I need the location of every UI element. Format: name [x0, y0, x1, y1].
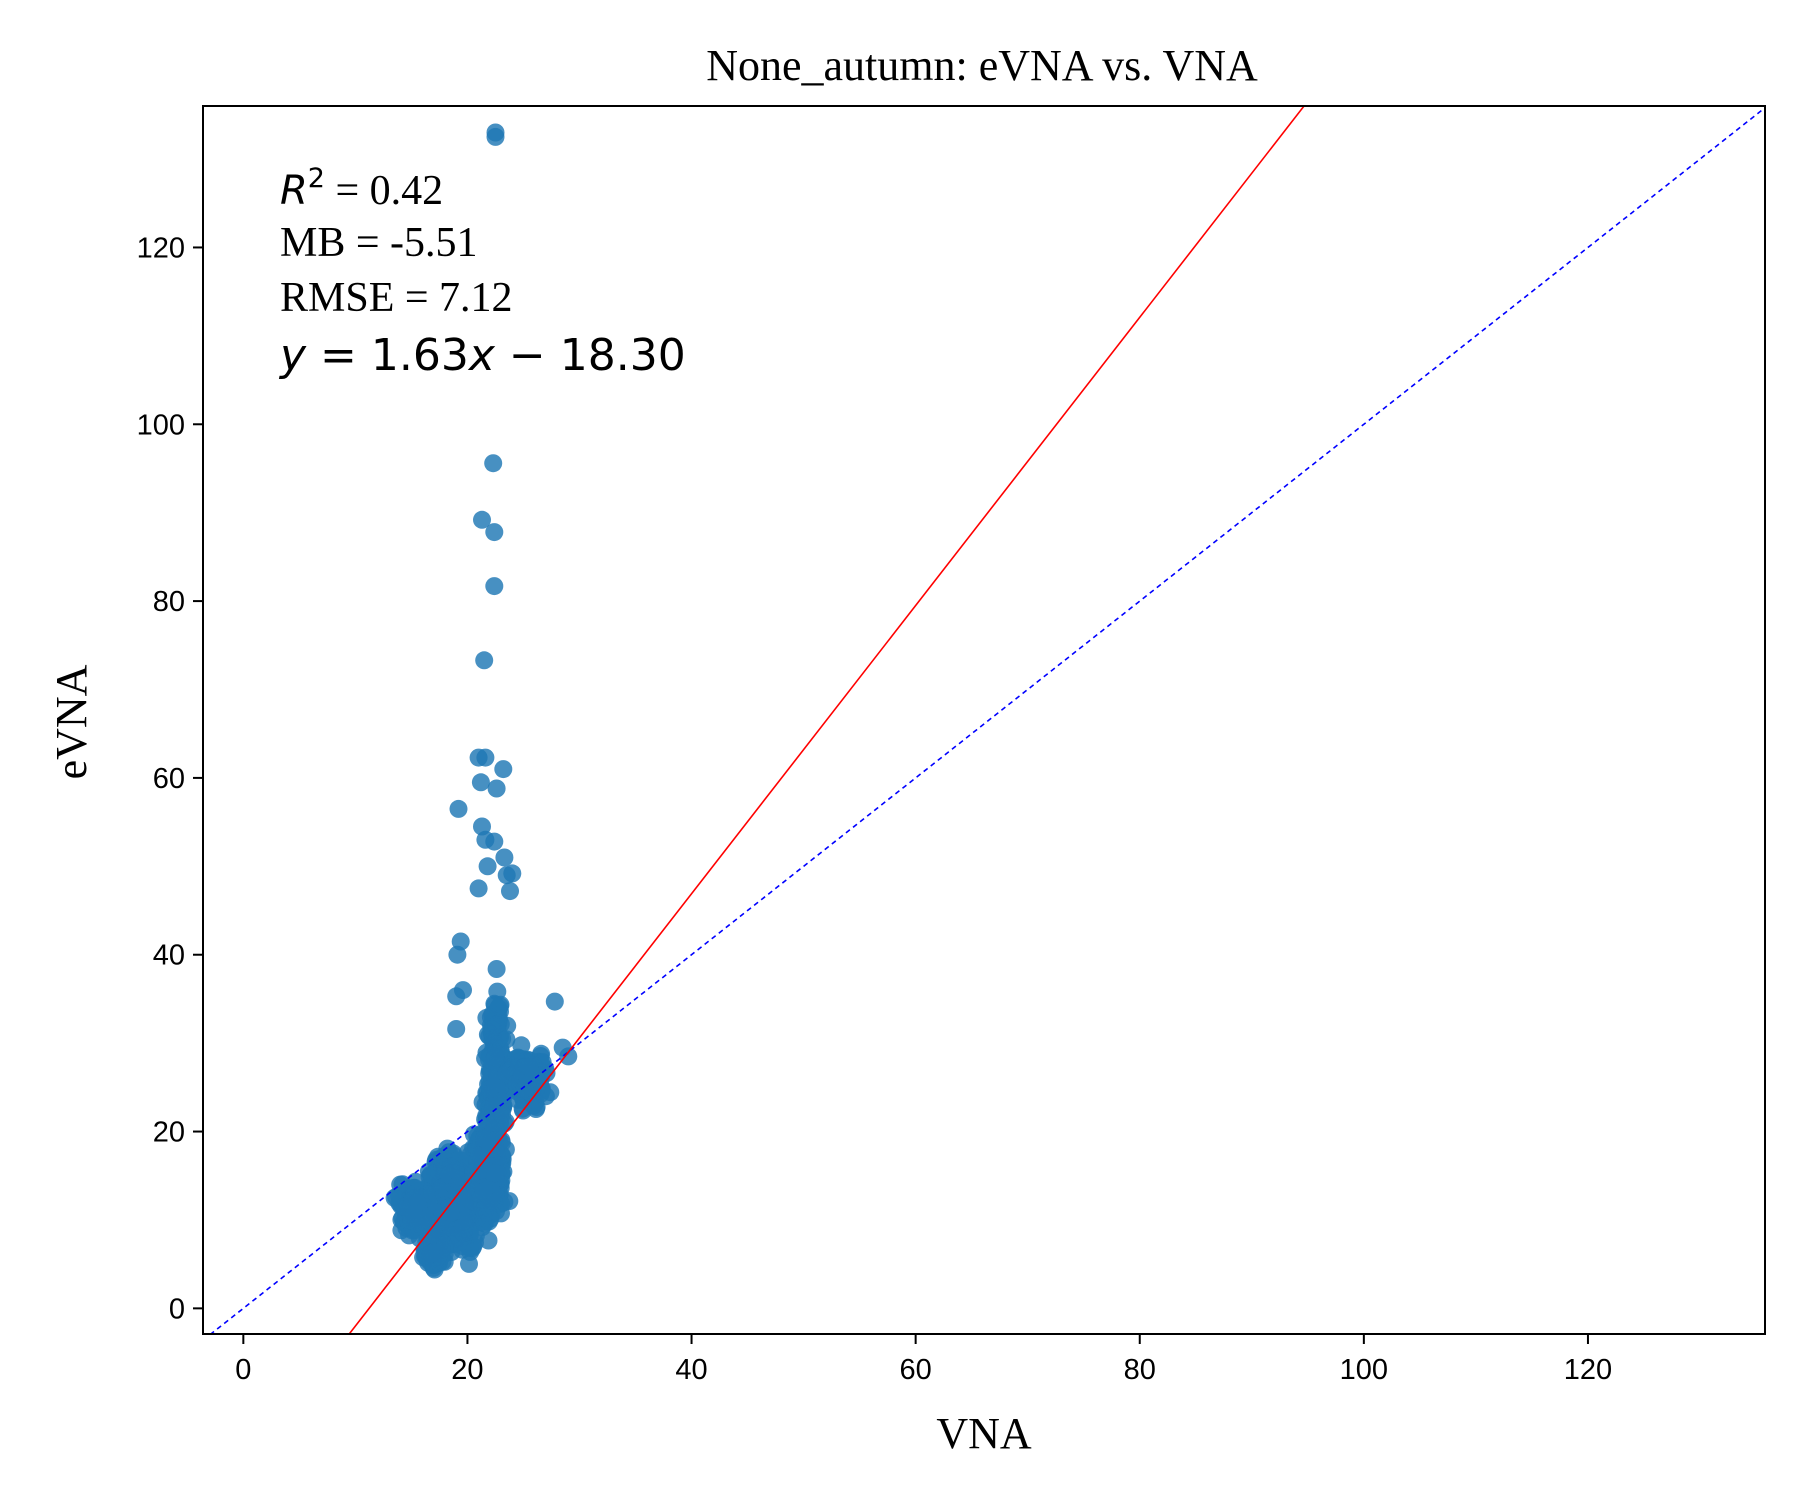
data-point: [447, 1020, 466, 1038]
data-point: [421, 1244, 440, 1263]
data-point: [487, 960, 506, 978]
data-point: [559, 1047, 578, 1066]
x-tick-label: 100: [1340, 1354, 1388, 1386]
data-point: [449, 799, 468, 818]
r2-value: = 0.42: [325, 168, 443, 214]
data-point: [479, 1198, 498, 1217]
x-tick-label: 80: [1124, 1354, 1156, 1386]
r2-superscript: 2: [308, 163, 325, 194]
scatter-points: [385, 123, 578, 1279]
data-point: [486, 1047, 505, 1066]
data-point: [485, 994, 504, 1013]
data-point: [494, 760, 513, 779]
data-point: [476, 748, 495, 767]
data-point: [475, 651, 494, 670]
data-point: [493, 1105, 511, 1124]
chart-title: None_autumn: eVNA vs. VNA: [706, 41, 1258, 90]
y-tick-label: 60: [153, 763, 185, 795]
r2-symbol: R: [280, 168, 308, 214]
data-point: [485, 523, 504, 542]
data-point: [422, 1226, 441, 1245]
data-point: [497, 1030, 516, 1049]
y-tick-label: 20: [153, 1117, 185, 1149]
equation-x: x: [467, 330, 496, 381]
data-point: [405, 1204, 423, 1223]
data-point: [503, 864, 522, 883]
identity-line: [209, 107, 1765, 1334]
x-axis-ticks: 0 20 40 60 80 100 120: [235, 1334, 1612, 1386]
plot-frame: [202, 105, 1766, 1335]
reference-lines: [209, 106, 1765, 1334]
r2-annotation: R2 = 0.42: [280, 163, 443, 214]
data-point: [478, 857, 497, 876]
data-point: [453, 1240, 472, 1259]
mb-annotation: MB = -5.51: [280, 220, 478, 266]
y-axis-ticks: 0 20 40 60 80 100 120: [137, 232, 203, 1325]
data-point: [448, 945, 467, 964]
equation-intercept: − 18.30: [495, 330, 686, 381]
rmse-annotation: RMSE = 7.12: [280, 275, 513, 321]
regression-line: [348, 106, 1306, 1334]
equation-slope: = 1.63: [306, 330, 469, 381]
x-tick-label: 0: [235, 1354, 251, 1386]
data-point: [391, 1175, 410, 1194]
data-point: [485, 832, 504, 851]
fit-equation: y = 1.63x − 18.30: [278, 330, 686, 381]
data-point: [447, 987, 466, 1006]
x-tick-label: 40: [675, 1354, 707, 1386]
data-point: [484, 454, 503, 473]
data-point: [421, 1165, 440, 1184]
y-tick-label: 80: [153, 586, 185, 618]
data-point: [486, 1164, 504, 1183]
x-tick-label: 120: [1564, 1354, 1612, 1386]
data-point: [481, 1132, 500, 1151]
data-point: [486, 123, 505, 142]
stats-annotation: R2 = 0.42 MB = -5.51 RMSE = 7.12 y = 1.6…: [278, 163, 686, 381]
data-point: [485, 577, 504, 596]
data-point: [473, 510, 491, 529]
x-tick-label: 20: [451, 1354, 483, 1386]
y-axis-label: eVNA: [47, 664, 96, 779]
data-point: [501, 882, 519, 901]
data-point: [474, 1182, 493, 1201]
data-point: [520, 1058, 539, 1077]
data-point: [471, 773, 490, 792]
data-point: [460, 1254, 478, 1273]
data-point: [479, 1231, 498, 1250]
y-tick-label: 100: [137, 409, 185, 441]
data-point: [446, 1161, 465, 1180]
x-axis-label: VNA: [936, 1409, 1032, 1458]
data-point: [545, 992, 564, 1011]
y-tick-label: 40: [153, 940, 185, 972]
x-tick-label: 60: [900, 1354, 932, 1386]
data-point: [495, 848, 514, 867]
data-point: [487, 779, 506, 798]
y-tick-label: 0: [169, 1293, 185, 1325]
data-point: [536, 1087, 555, 1106]
y-tick-label: 120: [137, 232, 185, 264]
data-point: [406, 1172, 425, 1191]
data-point: [469, 879, 488, 898]
equation-y: y: [278, 330, 307, 381]
data-point: [487, 1015, 506, 1034]
